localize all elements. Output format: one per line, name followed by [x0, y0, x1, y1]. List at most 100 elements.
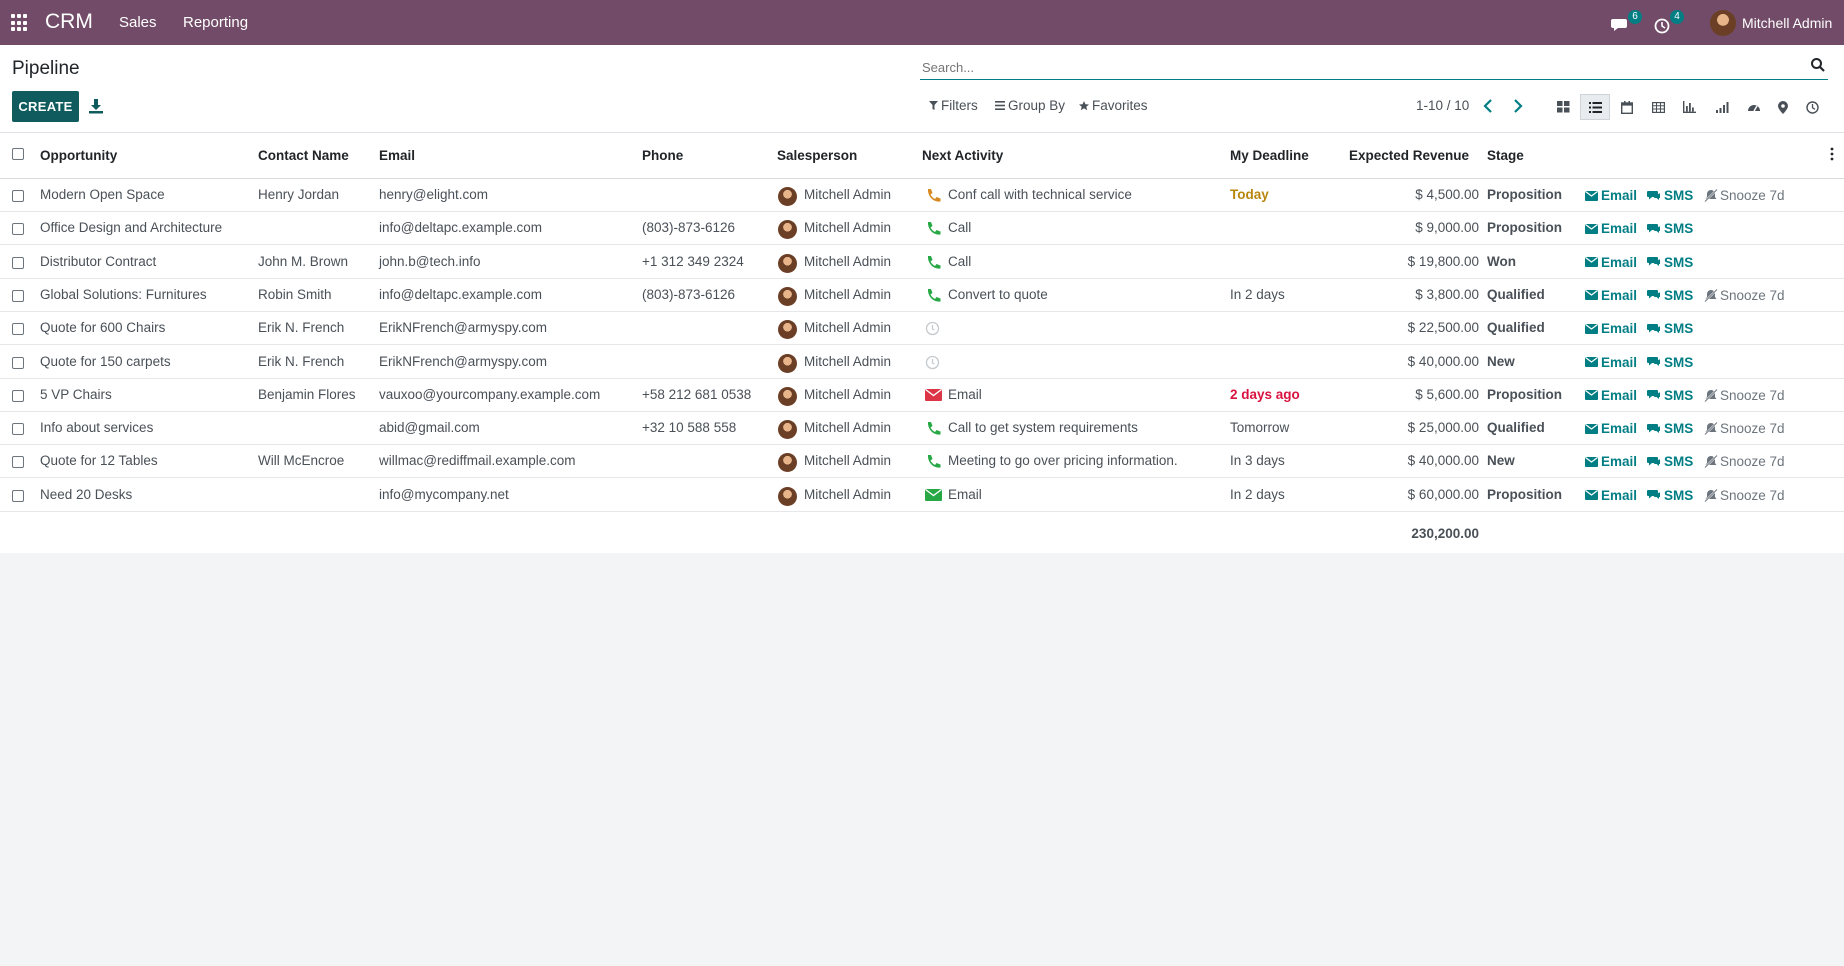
filters-button[interactable]: Filters	[929, 98, 978, 113]
snooze-button[interactable]: Snooze 7d	[1704, 488, 1785, 503]
col-stage[interactable]: Stage	[1487, 148, 1524, 163]
row-checkbox[interactable]	[12, 389, 24, 402]
apps-menu-icon[interactable]	[11, 14, 29, 32]
user-menu[interactable]: Mitchell Admin	[1710, 9, 1832, 37]
row-checkbox[interactable]	[12, 423, 24, 436]
snooze-button[interactable]: Snooze 7d	[1704, 421, 1785, 436]
row-checkbox[interactable]	[12, 323, 24, 336]
row-checkbox[interactable]	[12, 190, 24, 202]
table-row[interactable]: Office Design and Architecture info@delt…	[0, 212, 1844, 246]
next-activity: Conf call with technical service	[948, 187, 1132, 202]
sms-action-button[interactable]: SMS	[1647, 454, 1693, 469]
phone-icon[interactable]	[925, 188, 942, 204]
snooze-button[interactable]: Snooze 7d	[1704, 454, 1785, 469]
view-map-button[interactable]	[1768, 94, 1798, 120]
col-contact[interactable]: Contact Name	[258, 148, 349, 163]
table-row[interactable]: Info about services abid@gmail.com +32 1…	[0, 412, 1844, 446]
envelope-icon[interactable]	[925, 388, 942, 404]
messaging-button[interactable]: 6	[1608, 9, 1642, 36]
col-opportunity[interactable]: Opportunity	[40, 148, 118, 163]
phone-icon[interactable]	[925, 288, 942, 304]
sms-action-button[interactable]: SMS	[1647, 188, 1693, 203]
select-all-checkbox[interactable]	[12, 148, 24, 160]
activities-button[interactable]: 4	[1650, 9, 1684, 36]
comments-icon	[1647, 290, 1660, 300]
phone-icon[interactable]	[925, 221, 942, 237]
col-deadline[interactable]: My Deadline	[1230, 148, 1309, 163]
email-action-button[interactable]: Email	[1585, 255, 1637, 270]
pager-value[interactable]: 1-10 / 10	[1416, 98, 1470, 113]
email-action-button[interactable]: Email	[1585, 454, 1637, 469]
email-action-button[interactable]: Email	[1585, 321, 1637, 336]
opportunity-name: Quote for 150 carpets	[40, 353, 171, 369]
email-action-button[interactable]: Email	[1585, 188, 1637, 203]
view-graph-button[interactable]	[1674, 94, 1704, 120]
row-checkbox[interactable]	[12, 356, 24, 369]
row-checkbox[interactable]	[12, 289, 24, 302]
table-row[interactable]: Global Solutions: Furnitures Robin Smith…	[0, 279, 1844, 312]
deadline: In 2 days	[1230, 486, 1285, 502]
table-row[interactable]: Modern Open Space Henry Jordan henry@eli…	[0, 179, 1844, 212]
envelope-icon[interactable]	[925, 488, 942, 504]
view-activity-button[interactable]	[1797, 94, 1827, 120]
search-input[interactable]	[920, 57, 1780, 77]
sms-action-button[interactable]: SMS	[1647, 355, 1693, 370]
search-icon[interactable]	[1810, 57, 1826, 73]
view-pivot-button[interactable]	[1643, 94, 1673, 120]
download-icon[interactable]	[89, 98, 103, 114]
sms-action-button[interactable]: SMS	[1647, 288, 1693, 303]
email-action-button[interactable]: Email	[1585, 221, 1637, 236]
col-salesperson[interactable]: Salesperson	[777, 148, 858, 163]
expected-revenue: $ 40,000.00	[1407, 453, 1479, 469]
view-cohort-button[interactable]	[1707, 94, 1737, 120]
phone-icon[interactable]	[925, 421, 942, 437]
sms-action-button[interactable]: SMS	[1647, 488, 1693, 503]
row-checkbox[interactable]	[12, 456, 24, 469]
pager-next-icon[interactable]	[1508, 97, 1526, 115]
col-next-activity[interactable]: Next Activity	[922, 148, 1004, 163]
menu-sales[interactable]: Sales	[119, 14, 157, 31]
table-row[interactable]: Quote for 12 Tables Will McEncroe willma…	[0, 445, 1844, 479]
email-action-button[interactable]: Email	[1585, 288, 1637, 303]
clock-icon[interactable]	[925, 321, 942, 337]
snooze-button[interactable]: Snooze 7d	[1704, 388, 1785, 403]
sms-action-button[interactable]: SMS	[1647, 388, 1693, 403]
row-checkbox[interactable]	[12, 223, 24, 236]
optional-columns-icon[interactable]	[1830, 147, 1834, 161]
view-list-button[interactable]	[1580, 94, 1610, 120]
row-checkbox[interactable]	[12, 489, 24, 502]
view-calendar-button[interactable]	[1612, 94, 1642, 120]
email-action-button[interactable]: Email	[1585, 388, 1637, 403]
table-row[interactable]: Quote for 600 Chairs Erik N. French Erik…	[0, 312, 1844, 346]
app-brand[interactable]: CRM	[45, 10, 93, 33]
menu-reporting[interactable]: Reporting	[183, 14, 249, 31]
col-email[interactable]: Email	[379, 148, 416, 163]
table-row[interactable]: Quote for 150 carpets Erik N. French Eri…	[0, 346, 1844, 379]
clock-icon[interactable]	[925, 355, 942, 371]
create-button[interactable]: CREATE	[12, 91, 79, 122]
phone-icon[interactable]	[925, 255, 942, 271]
col-revenue[interactable]: Expected Revenue	[1348, 148, 1469, 163]
sms-action-button[interactable]: SMS	[1647, 421, 1693, 436]
email-action-button[interactable]: Email	[1585, 488, 1637, 503]
sms-action-button[interactable]: SMS	[1647, 221, 1693, 236]
snooze-button[interactable]: Snooze 7d	[1704, 288, 1785, 303]
phone-icon[interactable]	[925, 454, 942, 470]
salesperson: Mitchell Admin	[804, 187, 892, 202]
table-row[interactable]: Distributor Contract John M. Brown john.…	[0, 246, 1844, 279]
snooze-button[interactable]: Snooze 7d	[1704, 188, 1785, 203]
table-row[interactable]: 5 VP Chairs Benjamin Flores vauxoo@yourc…	[0, 379, 1844, 412]
view-kanban-button[interactable]	[1548, 94, 1578, 120]
table-row[interactable]: Need 20 Desks info@mycompany.net Mitchel…	[0, 479, 1844, 512]
sms-action-button[interactable]: SMS	[1647, 321, 1693, 336]
contact-name: Will McEncroe	[258, 453, 345, 469]
email-action-button[interactable]: Email	[1585, 421, 1637, 436]
email-action-button[interactable]: Email	[1585, 355, 1637, 370]
row-checkbox[interactable]	[12, 256, 24, 269]
favorites-button[interactable]: Favorites	[1079, 98, 1148, 113]
col-phone[interactable]: Phone	[642, 148, 684, 163]
view-dashboard-button[interactable]	[1739, 94, 1769, 120]
sms-action-button[interactable]: SMS	[1647, 255, 1693, 270]
group-by-button[interactable]: Group By	[995, 98, 1065, 113]
pager-previous-icon[interactable]	[1480, 97, 1498, 115]
